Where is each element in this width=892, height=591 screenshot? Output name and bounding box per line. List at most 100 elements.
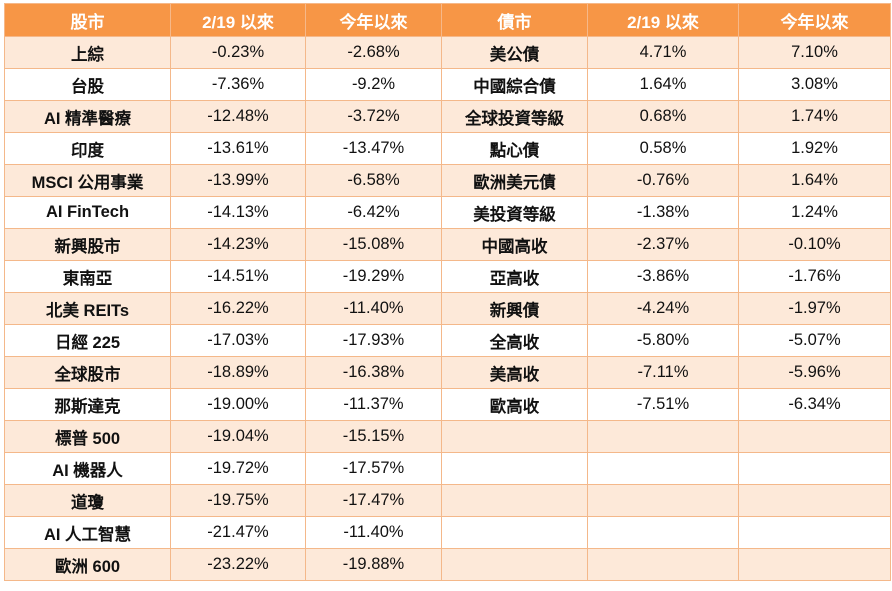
stock-since-cell: -13.99%: [170, 164, 306, 197]
stock-since-cell: -19.04%: [170, 420, 306, 453]
bond-ytd-cell: 1.24%: [738, 196, 891, 229]
stock-name-cell: 那斯達克: [4, 388, 171, 421]
bond-ytd-cell: 3.08%: [738, 68, 891, 101]
header-row: 股市 2/19 以來 今年以來 債市 2/19 以來 今年以來: [4, 3, 891, 37]
table-row: AI 人工智慧 -21.47% -11.40%: [4, 516, 891, 549]
header-stock-since: 2/19 以來: [170, 3, 306, 37]
bond-ytd-cell: -5.07%: [738, 324, 891, 357]
stock-name-cell: 日經 225: [4, 324, 171, 357]
stock-since-cell: -19.72%: [170, 452, 306, 485]
header-bonds: 債市: [441, 3, 588, 37]
bond-since-cell: 0.58%: [587, 132, 739, 165]
table-row: AI FinTech -14.13% -6.42% 美投資等級 -1.38% 1.24%: [4, 196, 891, 229]
stock-name-cell: 歐洲 600: [4, 548, 171, 581]
bond-since-cell: [587, 420, 739, 453]
stock-since-cell: -18.89%: [170, 356, 306, 389]
bond-ytd-cell: -5.96%: [738, 356, 891, 389]
stock-name-cell: AI FinTech: [4, 196, 171, 229]
bond-ytd-cell: [738, 484, 891, 517]
market-performance-table: 股市 2/19 以來 今年以來 債市 2/19 以來 今年以來 上綜 -0.23%…: [4, 3, 891, 581]
stock-since-cell: -19.00%: [170, 388, 306, 421]
stock-ytd-cell: -11.37%: [305, 388, 442, 421]
table-row: 道瓊 -19.75% -17.47%: [4, 484, 891, 517]
bond-name-cell: 新興債: [441, 292, 588, 325]
table-row: 東南亞 -14.51% -19.29% 亞高收 -3.86% -1.76%: [4, 260, 891, 293]
stock-name-cell: 道瓊: [4, 484, 171, 517]
stock-ytd-cell: -6.58%: [305, 164, 442, 197]
bond-ytd-cell: [738, 516, 891, 549]
bond-since-cell: -0.76%: [587, 164, 739, 197]
stock-since-cell: -19.75%: [170, 484, 306, 517]
bond-since-cell: -5.80%: [587, 324, 739, 357]
stock-ytd-cell: -11.40%: [305, 292, 442, 325]
header-stocks: 股市: [4, 3, 171, 37]
bond-since-cell: 1.64%: [587, 68, 739, 101]
stock-since-cell: -0.23%: [170, 36, 306, 69]
bond-ytd-cell: 7.10%: [738, 36, 891, 69]
stock-ytd-cell: -9.2%: [305, 68, 442, 101]
bond-name-cell: 歐洲美元債: [441, 164, 588, 197]
stock-since-cell: -7.36%: [170, 68, 306, 101]
bond-ytd-cell: -6.34%: [738, 388, 891, 421]
bond-since-cell: [587, 548, 739, 581]
stock-since-cell: -21.47%: [170, 516, 306, 549]
stock-ytd-cell: -13.47%: [305, 132, 442, 165]
bond-name-cell: [441, 484, 588, 517]
stock-ytd-cell: -17.47%: [305, 484, 442, 517]
bond-since-cell: [587, 452, 739, 485]
bond-ytd-cell: [738, 452, 891, 485]
bond-since-cell: -3.86%: [587, 260, 739, 293]
stock-ytd-cell: -15.08%: [305, 228, 442, 261]
table-row: 日經 225 -17.03% -17.93% 全高收 -5.80% -5.07%: [4, 324, 891, 357]
bond-since-cell: -4.24%: [587, 292, 739, 325]
table-row: AI 機器人 -19.72% -17.57%: [4, 452, 891, 485]
table-row: 北美 REITs -16.22% -11.40% 新興債 -4.24% -1.97%: [4, 292, 891, 325]
table-row: 上綜 -0.23% -2.68% 美公債 4.71% 7.10%: [4, 36, 891, 69]
stock-name-cell: 新興股市: [4, 228, 171, 261]
bond-ytd-cell: [738, 548, 891, 581]
table-body: 上綜 -0.23% -2.68% 美公債 4.71% 7.10% 台股 -7.36% -9.2%…: [4, 36, 891, 581]
stock-ytd-cell: -2.68%: [305, 36, 442, 69]
bond-ytd-cell: -1.76%: [738, 260, 891, 293]
bond-since-cell: -2.37%: [587, 228, 739, 261]
table-row: MSCI 公用事業 -13.99% -6.58% 歐洲美元債 -0.76% 1.64%: [4, 164, 891, 197]
bond-since-cell: [587, 516, 739, 549]
stock-ytd-cell: -17.93%: [305, 324, 442, 357]
bond-ytd-cell: -1.97%: [738, 292, 891, 325]
stock-name-cell: AI 機器人: [4, 452, 171, 485]
stock-ytd-cell: -15.15%: [305, 420, 442, 453]
stock-since-cell: -14.23%: [170, 228, 306, 261]
stock-name-cell: 印度: [4, 132, 171, 165]
bond-name-cell: 中國綜合債: [441, 68, 588, 101]
header-stock-ytd: 今年以來: [305, 3, 442, 37]
stock-ytd-cell: -16.38%: [305, 356, 442, 389]
bond-ytd-cell: [738, 420, 891, 453]
bond-name-cell: 中國高收: [441, 228, 588, 261]
bond-name-cell: [441, 548, 588, 581]
stock-since-cell: -17.03%: [170, 324, 306, 357]
table-row: 標普 500 -19.04% -15.15%: [4, 420, 891, 453]
bond-name-cell: 美投資等級: [441, 196, 588, 229]
bond-name-cell: 點心債: [441, 132, 588, 165]
table-row: 新興股市 -14.23% -15.08% 中國高收 -2.37% -0.10%: [4, 228, 891, 261]
table-row: 歐洲 600 -23.22% -19.88%: [4, 548, 891, 581]
stock-name-cell: 台股: [4, 68, 171, 101]
stock-ytd-cell: -19.29%: [305, 260, 442, 293]
bond-name-cell: 美高收: [441, 356, 588, 389]
header-bond-since: 2/19 以來: [587, 3, 739, 37]
stock-name-cell: 標普 500: [4, 420, 171, 453]
stock-since-cell: -12.48%: [170, 100, 306, 133]
stock-name-cell: 全球股市: [4, 356, 171, 389]
bond-name-cell: [441, 420, 588, 453]
bond-since-cell: -7.51%: [587, 388, 739, 421]
table-row: 全球股市 -18.89% -16.38% 美高收 -7.11% -5.96%: [4, 356, 891, 389]
stock-since-cell: -13.61%: [170, 132, 306, 165]
stock-since-cell: -16.22%: [170, 292, 306, 325]
stock-since-cell: -14.51%: [170, 260, 306, 293]
stock-name-cell: 東南亞: [4, 260, 171, 293]
bond-name-cell: [441, 452, 588, 485]
stock-ytd-cell: -19.88%: [305, 548, 442, 581]
bond-ytd-cell: -0.10%: [738, 228, 891, 261]
bond-name-cell: 全球投資等級: [441, 100, 588, 133]
table-row: 印度 -13.61% -13.47% 點心債 0.58% 1.92%: [4, 132, 891, 165]
